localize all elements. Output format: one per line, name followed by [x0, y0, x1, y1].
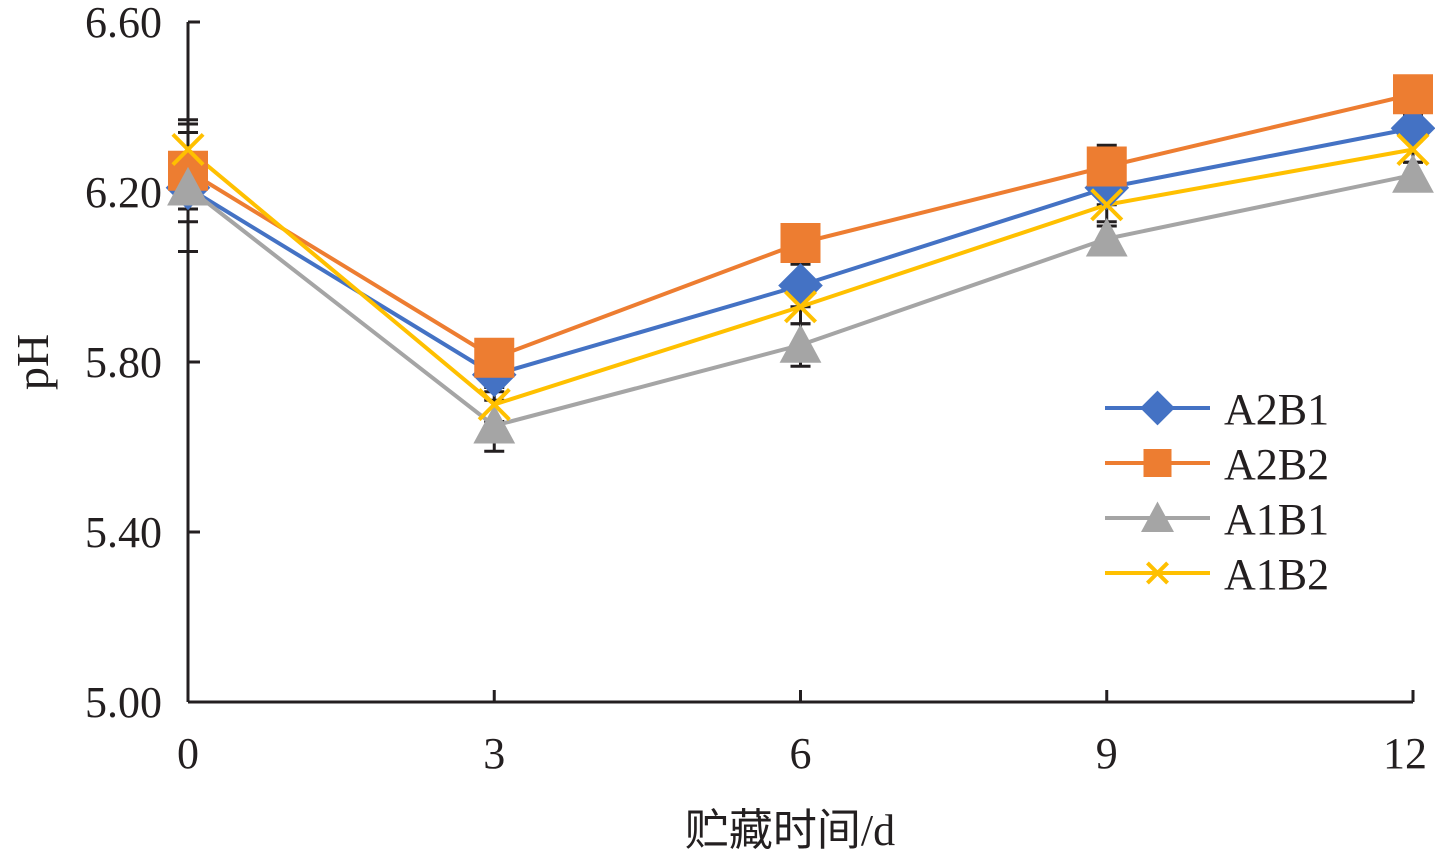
data-point-a1b2-stroke: [171, 132, 205, 167]
data-point-a1b2-stroke: [783, 290, 818, 324]
data-point-a1b2-stroke: [1396, 132, 1430, 167]
legend-label-a1b2: A1B2: [1224, 550, 1329, 599]
x-axis-label: 贮藏时间/d: [685, 806, 895, 855]
series-markers: [165, 74, 1435, 444]
legend: A2B1 A2B2 A1B1 A1B2: [1105, 385, 1329, 599]
data-point-a1b2: [783, 290, 818, 324]
legend-marker-a1b2: [1146, 561, 1169, 585]
data-point-a2b2: [1086, 146, 1127, 187]
data-point-a2b2: [1393, 74, 1433, 115]
legend-marker-a2b2: [1143, 449, 1172, 477]
data-point-a1b1: [1085, 217, 1128, 257]
data-point-a2b2: [474, 337, 515, 378]
y-axis-ticks: 5.00 5.40 5.80 6.20 6.60: [85, 0, 200, 727]
y-tick-label: 6.60: [85, 0, 162, 47]
data-point-a1b2-stroke: [477, 387, 511, 422]
y-tick-label: 5.80: [85, 338, 162, 387]
data-point-a1b1: [167, 166, 209, 206]
legend-marker-a1b1: [1141, 501, 1174, 533]
legend-label-a1b1: A1B1: [1224, 495, 1329, 544]
data-point-a1b2: [171, 132, 205, 167]
data-point-a1b2-stroke: [1090, 188, 1124, 222]
y-axis-label: pH: [7, 334, 58, 390]
data-point-a1b1: [779, 324, 822, 363]
data-point-a1b2: [477, 387, 511, 422]
x-tick-label: 9: [1096, 729, 1118, 778]
data-point-a2b2: [780, 223, 821, 263]
data-point-a1b2: [1396, 132, 1430, 167]
y-tick-label: 5.00: [85, 678, 162, 727]
data-point-a1b1: [473, 404, 516, 444]
x-tick-label: 12: [1383, 729, 1427, 778]
x-tick-label: 3: [483, 729, 505, 778]
x-tick-label: 6: [790, 729, 812, 778]
y-tick-label: 6.20: [85, 168, 162, 217]
legend-marker-a2b1: [1140, 390, 1175, 426]
y-tick-label: 5.40: [85, 508, 162, 557]
data-point-a1b1: [1392, 154, 1434, 193]
legend-label-a2b2: A2B2: [1224, 440, 1329, 489]
legend-marker-a1b2-stroke: [1146, 561, 1169, 585]
x-tick-label: 0: [177, 729, 199, 778]
data-point-a1b2: [1090, 188, 1124, 222]
data-point-a2b1: [778, 263, 823, 308]
legend-label-a2b1: A2B1: [1224, 385, 1329, 434]
